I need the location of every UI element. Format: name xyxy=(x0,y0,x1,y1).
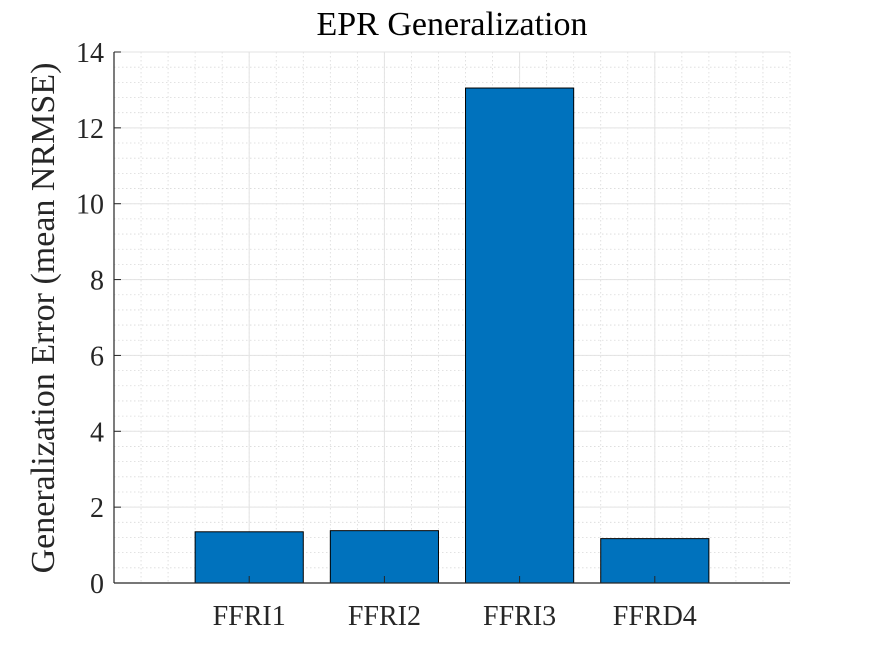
x-tick-label: FFRI1 xyxy=(213,601,286,632)
axes xyxy=(113,51,790,584)
x-tick-label: FFRI3 xyxy=(483,601,556,632)
bar-ffri1 xyxy=(194,531,304,584)
x-tick-label: FFRI2 xyxy=(348,601,421,632)
bar-ffrd4 xyxy=(600,538,710,584)
bar-ffri3 xyxy=(465,87,575,584)
bar-ffri2 xyxy=(329,530,439,584)
y-tick-label: 0 xyxy=(90,569,104,600)
y-tick-label: 6 xyxy=(90,341,104,372)
y-tick-label: 2 xyxy=(90,493,104,524)
y-tick-label: 4 xyxy=(90,417,104,448)
y-tick-label: 14 xyxy=(76,38,104,69)
chart-title: EPR Generalization xyxy=(317,6,588,43)
y-tick-label: 10 xyxy=(76,190,104,221)
y-axis-label: Generalization Error (mean NRMSE) xyxy=(25,63,62,574)
y-tick-label: 12 xyxy=(76,114,104,145)
x-tick-label: FFRD4 xyxy=(613,601,697,632)
y-tick-label: 8 xyxy=(90,266,104,297)
y-tick-labels: 0 2 4 6 8 10 12 14 xyxy=(76,38,104,600)
x-tick-labels: FFRI1 FFRI2 FFRI3 FFRD4 xyxy=(213,601,697,632)
bars xyxy=(194,87,710,584)
